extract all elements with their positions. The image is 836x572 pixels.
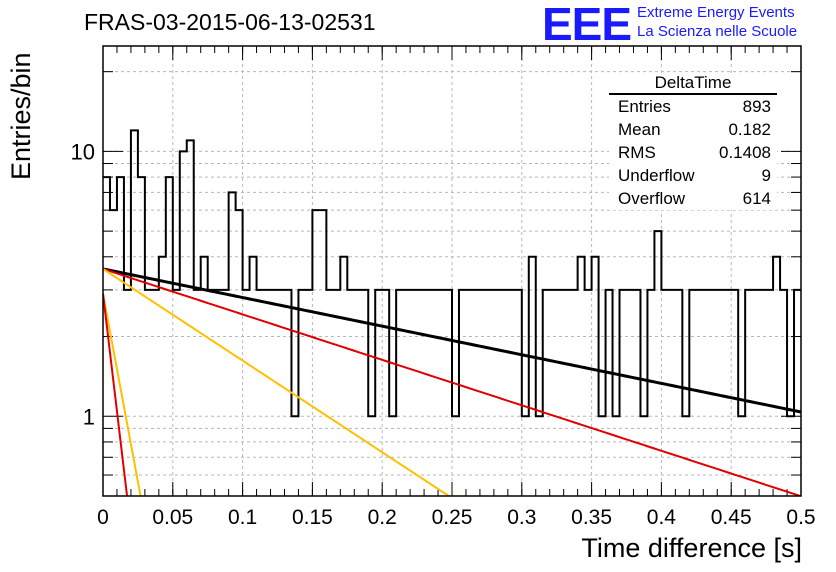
stats-label: Underflow (618, 166, 695, 185)
stats-value: 9 (761, 166, 771, 185)
stats-row-entries: Entries 893 (609, 95, 777, 118)
stats-label: Entries (618, 97, 671, 116)
y-tick-label: 10 (71, 139, 95, 164)
chart-title: FRAS-03-2015-06-13-02531 (84, 9, 376, 35)
stats-label: Mean (618, 120, 661, 139)
stats-value: 0.182 (728, 120, 771, 139)
exponential-curve (103, 268, 451, 496)
stats-value: 614 (742, 189, 771, 208)
x-tick-label: 0.05 (152, 506, 193, 529)
x-tick-label: 0.1 (228, 506, 257, 529)
x-tick-label: 0.5 (786, 506, 815, 529)
stats-row-rms: RMS 0.1408 (609, 141, 777, 164)
exponential-curve (103, 293, 129, 496)
stats-label: RMS (618, 143, 656, 162)
x-tick-label: 0 (97, 506, 109, 529)
x-tick-label: 0.4 (647, 506, 677, 529)
stats-label: Overflow (618, 189, 686, 208)
x-tick-label: 0.45 (711, 506, 752, 529)
x-axis-label: Time difference [s] (581, 533, 802, 563)
stats-box: DeltaTime Entries 893 Mean 0.182 RMS 0.1408… (609, 73, 777, 210)
stats-value: 0.1408 (719, 143, 771, 162)
eee-logo: EEE (542, 0, 632, 50)
x-tick-label: 0.35 (571, 506, 612, 529)
logo-caption: Extreme Energy Events La Scienza nelle S… (637, 3, 797, 41)
y-axis-label: Entries/bin (6, 52, 36, 180)
exponential-curve (103, 267, 801, 414)
exponential-curve (103, 267, 801, 496)
y-tick-label: 1 (83, 404, 95, 429)
stats-row-underflow: Underflow 9 (609, 164, 777, 187)
logo-line-2: La Scienza nelle Scuole (637, 23, 798, 40)
stats-row-mean: Mean 0.182 (609, 118, 777, 141)
x-tick-label: 0.25 (432, 506, 473, 529)
x-tick-label: 0.15 (292, 506, 333, 529)
stats-box-title: DeltaTime (609, 73, 777, 95)
exponential-curve (103, 293, 142, 496)
x-tick-label: 0.3 (507, 506, 536, 529)
stats-row-overflow: Overflow 614 (609, 187, 777, 210)
logo-line-1: Extreme Energy Events (637, 4, 795, 21)
plot-frame (102, 45, 802, 497)
stats-value: 893 (742, 97, 771, 116)
x-tick-label: 0.2 (368, 506, 397, 529)
